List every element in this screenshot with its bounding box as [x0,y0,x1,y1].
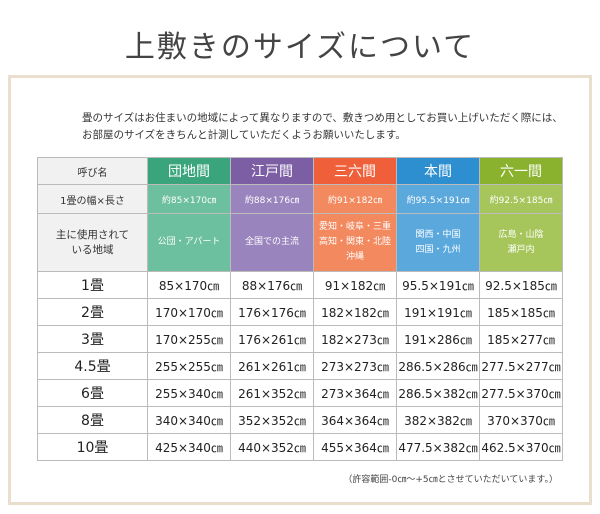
table-cell: 185×185㎝ [479,298,563,326]
table-cell: 約91×182㎝ [313,184,397,214]
table-row: 主に使用されて いる地域 公団・アパート 全国での主流 愛知・岐阜・三重 高知・関東・北陸… [37,213,563,272]
table-cell: 352×352㎝ [230,406,314,434]
header-cell: 三六間 [313,157,397,185]
table-cell: 364×364㎝ [313,406,397,434]
cell-line: 広島・山陰 [498,229,544,240]
row-label: 10畳 [37,433,148,461]
table-cell: 広島・山陰 瀬戸内 [479,213,563,272]
table-cell: 286.5×286㎝ [396,352,480,380]
header-cell: 本間 [396,157,480,185]
table-cell: 277.5×370㎝ [479,379,563,407]
row-label: 1畳 [37,271,148,299]
table-cell: 95.5×191㎝ [396,271,480,299]
table-cell: 176×261㎝ [230,325,314,353]
table-cell: 約88×176㎝ [230,184,314,214]
table-cell: 182×273㎝ [313,325,397,353]
cell-line: 愛知・岐阜・三重 [318,222,391,232]
table-cell: 273×273㎝ [313,352,397,380]
intro: 畳のサイズはお住まいの地域によって異なりますので、敷きつめ用としてお買い上げいた… [82,110,563,144]
table-cell: 公団・アパート [147,213,231,272]
table-cell: 関西・中国四国・九州 [396,213,480,272]
table-cell: 182×182㎝ [313,298,397,326]
table-row: 6畳 255×340㎝ 261×352㎝ 273×364㎝ 286.5×382㎝ 277.… [37,379,563,407]
table-cell: 191×191㎝ [396,298,480,326]
table-row: 4.5畳 255×255㎝ 261×261㎝ 273×273㎝ 286.5×286㎝ 27… [37,352,563,380]
table-cell: 477.5×382㎝ [396,433,480,461]
table-cell: 382×382㎝ [396,406,480,434]
table-row: 1畳 85×170㎝ 88×176㎝ 91×182㎝ 95.5×191㎝ 92.5×185… [37,271,563,299]
table-cell: 約95.5×191㎝ [396,184,480,214]
table-cell: 170×255㎝ [147,325,231,353]
table-cell: 455×364㎝ [313,433,397,461]
table-row: 2畳 170×170㎝ 176×176㎝ 182×182㎝ 191×191㎝ 185×18… [37,298,563,326]
table-cell: 440×352㎝ [230,433,314,461]
header-cell: 団地間 [147,157,231,185]
table-row: 1畳の幅×長さ 約85×170㎝ 約88×176㎝ 約91×182㎝ 約95.5×191… [37,184,563,214]
row-label: 3畳 [37,325,148,353]
table-cell: 425×340㎝ [147,433,231,461]
header-cell: 六一間 [479,157,563,185]
cell-line: 関西・中国 [415,229,461,240]
table-cell: 261×261㎝ [230,352,314,380]
row-label: 1畳の幅×長さ [37,184,148,214]
note: （許容範囲-0㎝～+5㎝とさせていただいています。） [343,475,558,485]
header-cell: 江戸間 [230,157,314,185]
table-cell: 462.5×370㎝ [479,433,563,461]
row-label: 6畳 [37,379,148,407]
table-cell: 主に使用されて いる地域 [37,213,148,272]
header-row: 呼び名 団地間 江戸間 三六間 本間 六一間 [37,157,563,185]
frame [8,75,592,505]
table-cell: 176×176㎝ [230,298,314,326]
table-cell: 340×340㎝ [147,406,231,434]
table-cell: 愛知・岐阜・三重 高知・関東・北陸 沖縄 [313,213,397,272]
table-row: 10畳 425×340㎝ 440×352㎝ 455×364㎝ 477.5×382㎝ 462… [37,433,563,461]
table-cell: 185×277㎝ [479,325,563,353]
table-row: 3畳 170×255㎝ 176×261㎝ 182×273㎝ 191×286㎝ 185×27… [37,325,563,353]
table-cell: 約92.5×185㎝ [479,184,563,214]
title: 上敷きのサイズについて [124,30,476,65]
table-cell: 85×170㎝ [147,271,231,299]
cell-line: 全国での主流 [244,237,299,247]
table-cell: 約85×170㎝ [147,184,231,214]
table-cell: 277.5×277㎝ [479,352,563,380]
size-table: 呼び名 団地間 江戸間 三六間 本間 六一間 1畳の幅×長さ 約85×170㎝ 約88×176㎝… [37,157,563,461]
table-cell: 全国での主流 [230,213,314,272]
table-cell: 92.5×185㎝ [479,271,563,299]
header-cell: 呼び名 [37,157,148,185]
table-cell: 88×176㎝ [230,271,314,299]
table-cell: 191×286㎝ [396,325,480,353]
table-cell: 273×364㎝ [313,379,397,407]
cell-line: 主に使用されて [55,228,130,241]
table-cell: 370×370㎝ [479,406,563,434]
table-cell: 255×340㎝ [147,379,231,407]
table-row: 8畳 340×340㎝ 352×352㎝ 364×364㎝ 382×382㎝ 370×37… [37,406,563,434]
cell-line: いる地域 [71,243,114,256]
table-cell: 286.5×382㎝ [396,379,480,407]
cell-line: 公団・アパート [157,237,221,247]
table-cell: 255×255㎝ [147,352,231,380]
intro-line: 畳のサイズはお住まいの地域によって異なりますので、敷きつめ用としてお買い上げいた… [82,112,563,124]
row-label: 8畳 [37,406,148,434]
table-cell: 91×182㎝ [313,271,397,299]
cell-line: 沖縄 [345,252,364,262]
cell-line: 高知・関東・北陸 [318,237,391,247]
table-cell: 170×170㎝ [147,298,231,326]
cell-line: 四国・九州 [415,244,461,255]
intro-line: お部屋のサイズをきちんと計測していただくようお願いいたします。 [82,129,406,141]
cell-line: 瀬戸内 [507,244,535,255]
row-label: 2畳 [37,298,148,326]
table-cell: 261×352㎝ [230,379,314,407]
row-label: 4.5畳 [37,352,148,380]
